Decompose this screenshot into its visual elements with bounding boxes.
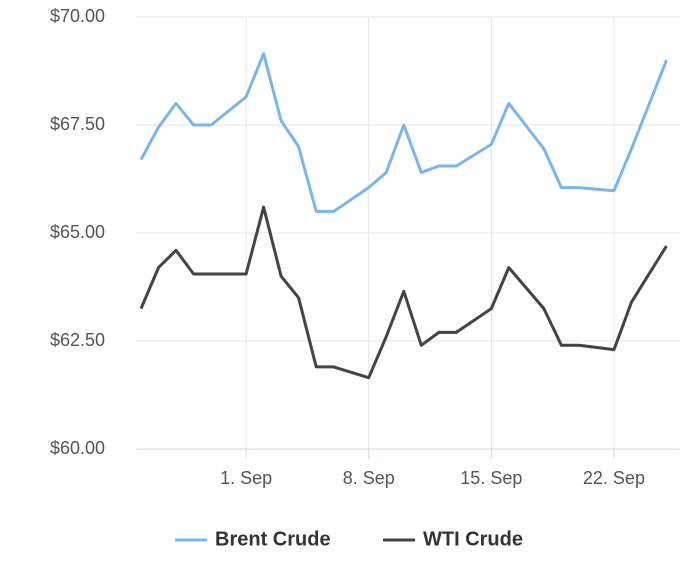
series-line [139,205,668,380]
y-tick-label: $70.00 [50,6,105,26]
x-tick-label: 22. Sep [583,468,645,488]
y-tick-label: $62.50 [50,330,105,350]
x-tick-label: 1. Sep [220,468,272,488]
legend-label: Brent Crude [215,528,331,550]
x-tick-label: 15. Sep [460,468,522,488]
legend-label: WTI Crude [423,528,523,550]
legend: Brent Crude WTI Crude [175,528,523,550]
x-tick-label: 8. Sep [343,468,395,488]
y-tick-label: $65.00 [50,222,105,242]
y-tick-label: $67.50 [50,114,105,134]
series-line [139,52,668,213]
y-tick-label: $60.00 [50,438,105,458]
